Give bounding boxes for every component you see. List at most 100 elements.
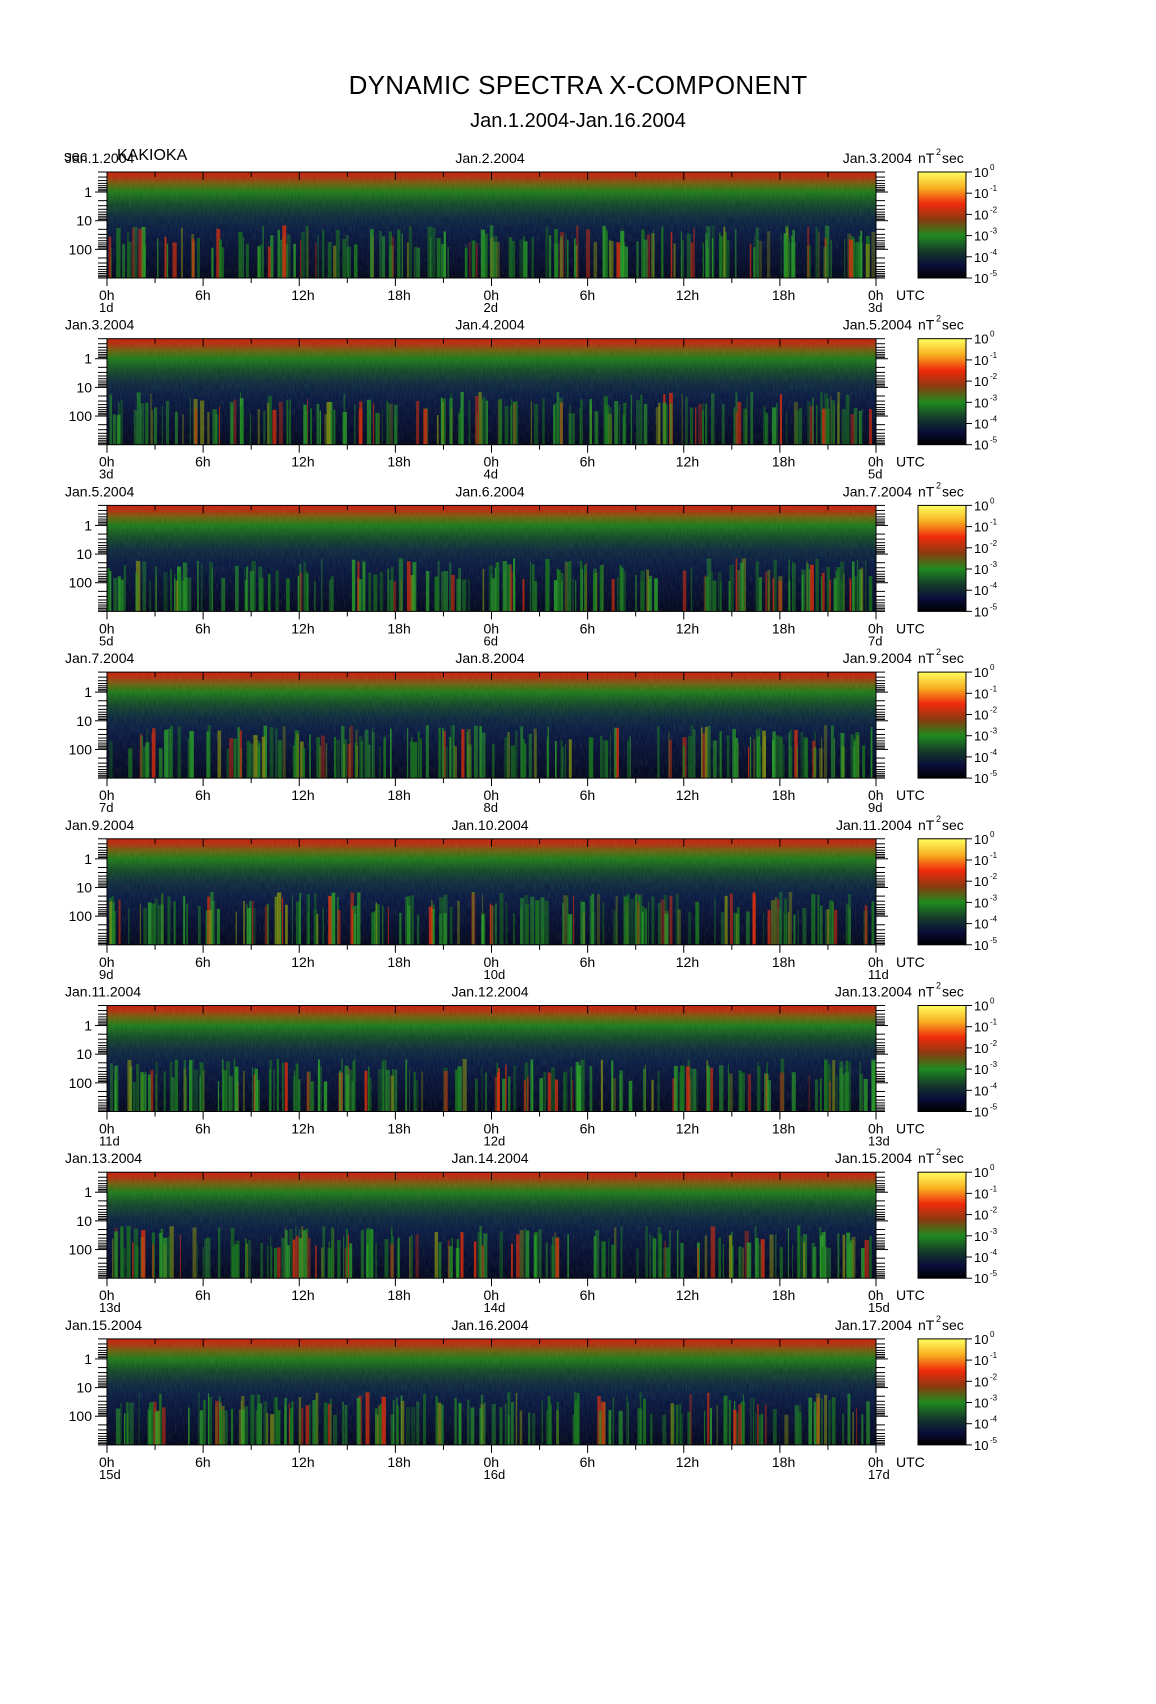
activity-streak: [562, 903, 564, 945]
activity-streak: [293, 1070, 296, 1112]
x-unit-label: UTC: [896, 787, 925, 803]
activity-streak: [719, 1065, 724, 1112]
activity-streak: [233, 1059, 236, 1112]
y-ticks: [95, 671, 888, 779]
activity-streak: [415, 1234, 419, 1279]
activity-streak: [746, 911, 750, 945]
x-ticks: [106, 338, 877, 453]
activity-streak: [523, 236, 526, 278]
activity-streak: [314, 1400, 318, 1445]
activity-streak: [865, 244, 870, 278]
activity-streak: [281, 1237, 286, 1279]
x-tick-label: 12h: [291, 1287, 314, 1303]
activity-streak: [630, 898, 634, 945]
activity-streak: [323, 1402, 328, 1445]
activity-streak: [657, 1070, 660, 1112]
activity-streak: [217, 1081, 220, 1112]
activity-streak: [352, 906, 356, 945]
activity-streak: [266, 1245, 269, 1279]
activity-streak: [377, 1414, 379, 1445]
activity-streak: [675, 894, 679, 945]
activity-streak: [524, 1228, 526, 1279]
activity-streak: [750, 1398, 752, 1445]
activity-streak: [816, 1393, 821, 1445]
activity-streak: [396, 1405, 399, 1445]
activity-streak: [755, 1238, 759, 1279]
activity-streak: [329, 1398, 332, 1445]
colorbar-tick-base: 10: [974, 1250, 988, 1265]
activity-streak: [449, 737, 452, 779]
activity-streak: [434, 576, 439, 612]
activity-streak: [513, 1065, 517, 1112]
activity-streak: [524, 1062, 529, 1112]
activity-streak: [864, 1239, 869, 1279]
x-unit-label: UTC: [896, 287, 925, 303]
activity-streak: [695, 901, 700, 945]
activity-streak: [549, 235, 552, 278]
activity-streak: [468, 400, 471, 445]
activity-streak: [755, 561, 759, 612]
day-start-label: 5d: [99, 633, 113, 648]
activity-streak: [481, 397, 486, 445]
activity-streak: [519, 1410, 523, 1445]
activity-streak: [417, 731, 420, 779]
activity-streak: [454, 1398, 457, 1445]
activity-streak: [820, 392, 823, 445]
activity-streak: [368, 744, 371, 779]
colorbar-tick-base: 10: [974, 165, 988, 180]
activity-streak: [598, 1410, 601, 1445]
activity-streak: [290, 1407, 292, 1445]
activity-streak: [575, 245, 578, 278]
activity-streak: [827, 1247, 831, 1279]
activity-streak: [643, 239, 648, 278]
colorbar-unit-suffix: sec: [942, 483, 964, 499]
date-right-label: Jan.13.2004: [835, 984, 912, 1000]
activity-streak: [485, 400, 488, 445]
x-tick-label: 0h: [99, 954, 115, 970]
activity-streak: [154, 897, 159, 945]
colorbar-unit: nT: [918, 483, 935, 499]
activity-streak: [842, 746, 844, 779]
activity-streak: [766, 231, 771, 278]
activity-streak: [475, 414, 479, 445]
x-tick-label: 12h: [291, 787, 314, 803]
activity-streak: [389, 579, 392, 612]
activity-streak: [830, 395, 832, 445]
activity-streak: [171, 1077, 175, 1112]
activity-streak: [710, 1067, 714, 1112]
x-unit-label: UTC: [896, 620, 925, 636]
activity-streak: [127, 241, 132, 278]
activity-streak: [394, 414, 397, 445]
activity-streak: [269, 727, 274, 779]
activity-streak: [368, 572, 372, 612]
activity-streak: [382, 905, 384, 945]
activity-streak: [502, 561, 508, 612]
activity-streak: [719, 235, 724, 278]
activity-streak: [481, 915, 485, 945]
x-ticks: [106, 172, 877, 286]
activity-streak: [229, 401, 234, 445]
activity-streak: [485, 233, 488, 278]
activity-streak: [829, 579, 832, 612]
activity-streak: [297, 575, 300, 612]
activity-streak: [790, 747, 793, 779]
activity-streak: [388, 231, 392, 278]
activity-streak: [811, 894, 816, 945]
activity-streak: [379, 746, 381, 779]
activity-streak: [392, 581, 397, 612]
activity-streak: [567, 1234, 569, 1279]
activity-streak: [600, 735, 603, 779]
activity-streak: [651, 896, 655, 945]
activity-streak: [511, 1243, 513, 1279]
date-right-label: Jan.9.2004: [843, 650, 912, 666]
activity-streak: [248, 1240, 252, 1279]
x-ticks: [106, 838, 877, 953]
x-tick-label: 0h: [484, 454, 500, 470]
date-right-label: Jan.7.2004: [843, 483, 912, 499]
activity-streak: [391, 236, 395, 278]
activity-streak: [140, 403, 145, 445]
x-tick-label: 12h: [676, 620, 699, 636]
colorbar-tick-base: 10: [974, 1353, 988, 1368]
activity-streak: [277, 1247, 281, 1279]
activity-streak: [405, 897, 408, 945]
